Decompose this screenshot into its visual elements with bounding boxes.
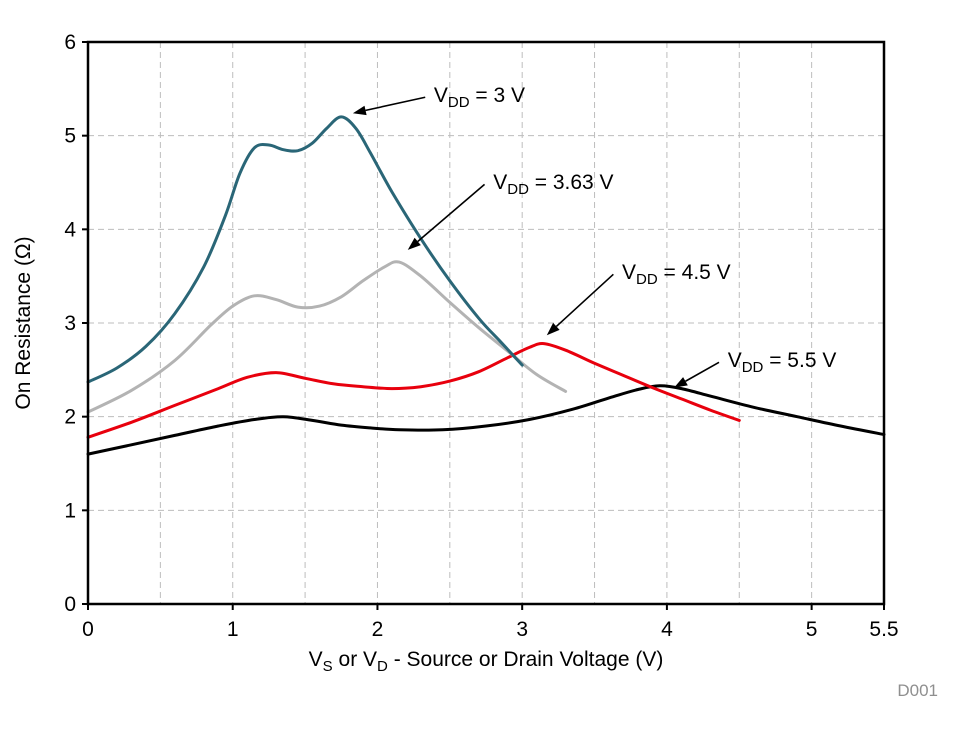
figure-id-watermark: D001 [897,681,938,700]
curve-vdd-4.5-v [86,342,741,439]
y-tick-label: 1 [64,499,76,522]
annotation-arrow-line [555,273,614,327]
y-tick-label: 5 [64,125,76,148]
x-tick-label: 0 [82,618,94,641]
annotation-arrowhead-icon [352,105,367,116]
annotation-label-vdd-3.63-v: VDD = 3.63 V [493,171,613,198]
y-tick-label: 4 [64,218,76,241]
annotation-arrow-line [685,361,720,382]
curve-vdd-3-v [86,115,524,384]
y-tick-label: 6 [64,31,76,54]
x-tick-label: 3 [516,618,528,641]
x-tick-label: 2 [372,618,384,641]
curve-vdd-3.63-v [86,260,568,414]
annotation-arrowhead-icon [674,377,688,388]
x-axis-label: VS or VD - Source or Drain Voltage (V) [309,648,664,675]
x-tick-label: 5.5 [869,618,898,641]
annotation-arrow-line [417,183,486,243]
y-tick-label: 3 [64,312,76,335]
y-axis-label: On Resistance (Ω) [12,236,35,409]
y-tick-label: 2 [64,406,76,429]
annotation-label-vdd-5.5-v: VDD = 5.5 V [728,349,837,376]
annotation-label-vdd-3-v: VDD = 3 V [434,84,525,111]
annotation-arrowhead-icon [546,322,560,336]
y-tick-label: 0 [64,593,76,616]
x-tick-label: 5 [806,618,818,641]
annotation-arrow-line [365,96,426,112]
annotation-arrowhead-icon [407,237,421,250]
x-tick-label: 1 [227,618,239,641]
x-tick-label: 4 [661,618,673,641]
annotation-label-vdd-4.5-v: VDD = 4.5 V [622,261,731,288]
curve-vdd-5.5-v [86,384,886,456]
plot-frame [86,40,886,606]
